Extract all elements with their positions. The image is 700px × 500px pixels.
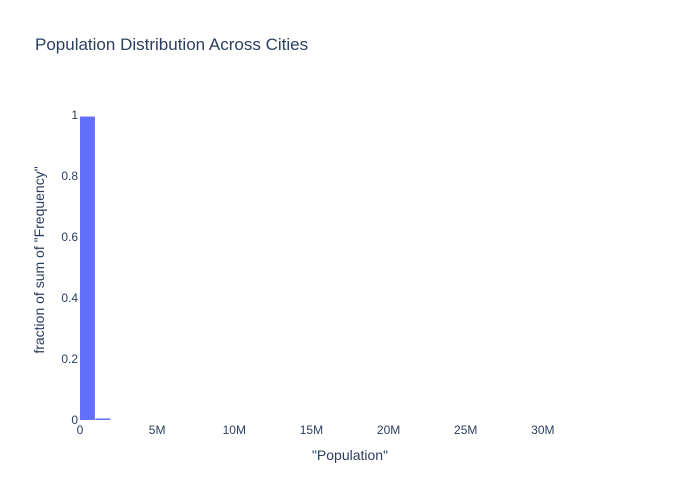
x-tick-label: 0 bbox=[77, 423, 84, 437]
histogram-bar-0 bbox=[80, 116, 95, 421]
y-axis-ticks: 0 0.2 0.4 0.6 0.8 1 bbox=[61, 108, 78, 427]
x-tick-label: 10M bbox=[223, 423, 246, 437]
histogram-bar-1 bbox=[95, 418, 111, 420]
x-tick-label: 5M bbox=[149, 423, 166, 437]
y-tick-label: 0 bbox=[71, 413, 78, 427]
x-axis-title: "Population" bbox=[312, 447, 388, 463]
x-tick-label: 25M bbox=[454, 423, 477, 437]
x-tick-label: 20M bbox=[377, 423, 400, 437]
y-tick-label: 1 bbox=[71, 108, 78, 122]
y-tick-label: 0.4 bbox=[61, 291, 78, 305]
chart-title: Population Distribution Across Cities bbox=[35, 35, 308, 54]
histogram-bars bbox=[80, 116, 111, 421]
x-tick-label: 30M bbox=[531, 423, 554, 437]
y-tick-label: 0.6 bbox=[61, 230, 78, 244]
x-tick-label: 15M bbox=[300, 423, 323, 437]
y-tick-label: 0.2 bbox=[61, 352, 78, 366]
y-axis-title: fraction of sum of "Frequency" bbox=[31, 166, 47, 353]
y-tick-label: 0.8 bbox=[61, 169, 78, 183]
x-axis-ticks: 0 5M 10M 15M 20M 25M 30M bbox=[77, 423, 555, 437]
